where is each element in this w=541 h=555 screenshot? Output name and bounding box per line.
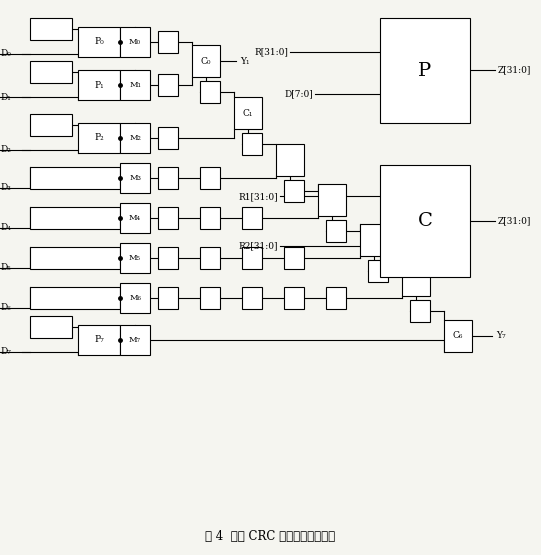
Bar: [284, 180, 304, 202]
Text: 图 4  并行 CRC 算法的流水线实现: 图 4 并行 CRC 算法的流水线实现: [205, 531, 335, 543]
Bar: [120, 283, 150, 313]
Bar: [326, 220, 346, 242]
Bar: [318, 184, 346, 216]
Bar: [242, 287, 262, 309]
Text: P₁: P₁: [94, 80, 104, 89]
Text: D₃: D₃: [0, 184, 11, 193]
Text: R[31:0]: R[31:0]: [254, 47, 288, 56]
Bar: [30, 114, 72, 136]
Text: R1[31:0]: R1[31:0]: [239, 192, 278, 201]
Bar: [30, 61, 72, 83]
Text: C₀: C₀: [201, 57, 211, 65]
Bar: [158, 31, 178, 53]
Text: D[7:0]: D[7:0]: [284, 89, 313, 98]
Text: M₃: M₃: [129, 174, 141, 182]
Text: M₂: M₂: [129, 134, 141, 142]
Text: M₄: M₄: [129, 214, 141, 222]
Bar: [360, 224, 388, 256]
Text: M₀: M₀: [129, 38, 141, 46]
Text: P₀: P₀: [94, 38, 104, 47]
Bar: [234, 97, 262, 129]
Bar: [284, 287, 304, 309]
Bar: [380, 18, 470, 123]
Bar: [158, 167, 178, 189]
Text: P₂: P₂: [94, 134, 104, 143]
Text: P₇: P₇: [94, 336, 104, 345]
Bar: [200, 247, 220, 269]
Bar: [200, 167, 220, 189]
Bar: [78, 70, 120, 100]
Bar: [284, 247, 304, 269]
Bar: [30, 207, 120, 229]
Bar: [242, 207, 262, 229]
Bar: [242, 133, 262, 155]
Bar: [444, 320, 472, 352]
Text: M₅: M₅: [129, 254, 141, 262]
Text: M₇: M₇: [129, 336, 141, 344]
Bar: [30, 18, 72, 40]
Bar: [120, 163, 150, 193]
Text: D₅: D₅: [0, 264, 11, 273]
Bar: [200, 207, 220, 229]
Bar: [158, 127, 178, 149]
Text: Z[31:0]: Z[31:0]: [498, 216, 531, 225]
Text: D₆: D₆: [0, 304, 11, 312]
Bar: [200, 287, 220, 309]
Text: D₁: D₁: [0, 93, 11, 102]
Text: Y₁: Y₁: [240, 57, 249, 65]
Bar: [158, 74, 178, 96]
Bar: [158, 207, 178, 229]
Bar: [120, 123, 150, 153]
Bar: [120, 27, 150, 57]
Bar: [158, 287, 178, 309]
Bar: [242, 247, 262, 269]
Text: C₆: C₆: [453, 331, 463, 341]
Bar: [78, 325, 120, 355]
Bar: [30, 247, 120, 269]
Text: C: C: [418, 212, 432, 230]
Bar: [200, 81, 220, 103]
Bar: [120, 70, 150, 100]
Text: D₀: D₀: [0, 49, 11, 58]
Text: M₆: M₆: [129, 294, 141, 302]
Bar: [30, 167, 120, 189]
Bar: [30, 316, 72, 338]
Bar: [30, 287, 120, 309]
Bar: [120, 325, 150, 355]
Bar: [158, 247, 178, 269]
Text: C₁: C₁: [243, 108, 253, 118]
Text: D₂: D₂: [0, 145, 11, 154]
Bar: [326, 287, 346, 309]
Text: Y₇: Y₇: [496, 331, 506, 341]
Bar: [120, 203, 150, 233]
Bar: [410, 300, 430, 322]
Text: D₇: D₇: [0, 347, 11, 356]
Bar: [78, 27, 120, 57]
Text: P: P: [418, 62, 432, 79]
Text: R2[31:0]: R2[31:0]: [239, 241, 278, 250]
Bar: [78, 123, 120, 153]
Bar: [192, 45, 220, 77]
Bar: [402, 264, 430, 296]
Text: Z[31:0]: Z[31:0]: [498, 65, 531, 74]
Bar: [276, 144, 304, 176]
Bar: [120, 243, 150, 273]
Text: D₄: D₄: [0, 224, 11, 233]
Bar: [380, 165, 470, 277]
Text: M₁: M₁: [129, 81, 141, 89]
Bar: [368, 260, 388, 282]
